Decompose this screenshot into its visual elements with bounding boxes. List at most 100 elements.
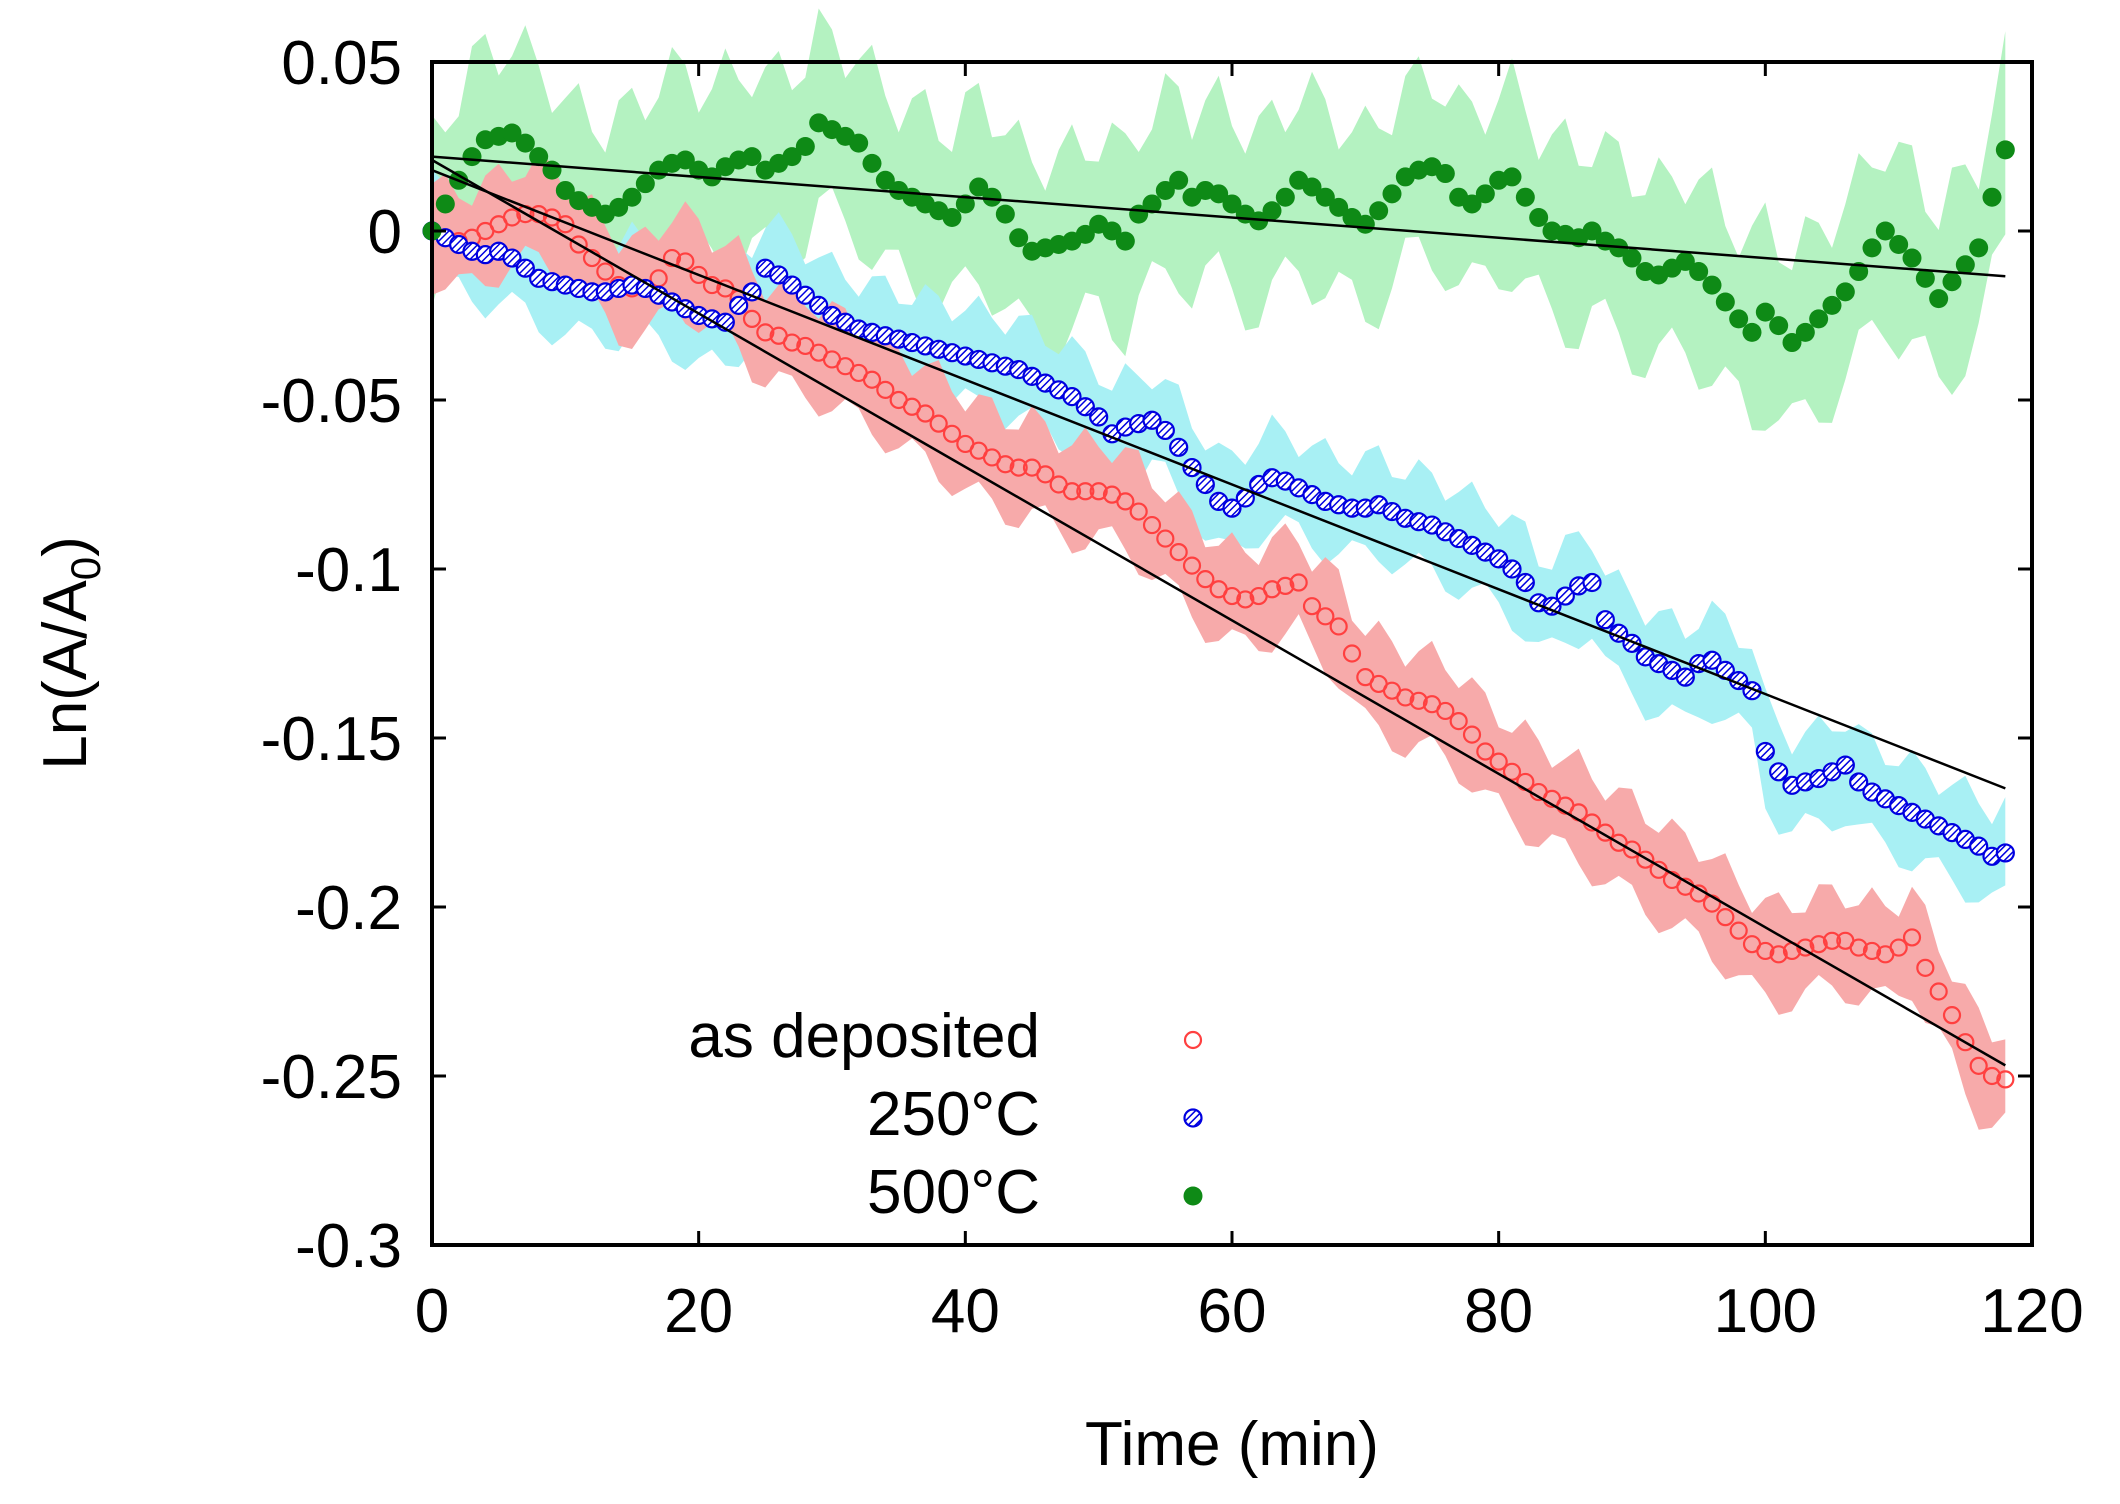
data-point [689,265,708,285]
data-point [702,275,722,295]
data-point [955,194,975,214]
data-point [1969,1056,1988,1075]
y-axis-title: Ln(A/A0) [31,536,109,770]
data-point [435,194,455,214]
x-axis-title: Time (min) [1085,1410,1379,1479]
data-point [1009,228,1029,248]
data-point [1702,650,1722,670]
y-tick-label: 0 [368,198,402,267]
data-point [1262,201,1282,221]
data-point [1222,194,1242,214]
data-point [1995,140,2015,160]
legend-label-as-deposited: as deposited [688,1002,1040,1071]
data-point [1956,1033,1975,1052]
data-point [1555,586,1575,606]
data-point [1769,945,1788,964]
data-point [1156,529,1175,548]
data-point [982,187,1002,207]
data-point [1942,1006,1962,1025]
data-point [502,248,522,268]
data-point [1089,407,1109,427]
data-point [1142,410,1162,430]
data-point [1595,610,1615,630]
data-point [1716,908,1735,927]
data-point [622,187,642,207]
data-point [1316,607,1335,626]
y-tick-label: -0.05 [261,367,402,436]
data-point [1276,576,1295,596]
data-point [609,197,629,217]
data-point [1476,742,1495,761]
data-point [1169,542,1188,562]
data-point [529,147,549,167]
data-point [729,295,749,315]
data-point [1062,482,1082,501]
data-point [1475,184,1495,204]
data-point [1275,187,1295,207]
x-tick-label: 20 [664,1277,733,1346]
y-tick-label: -0.2 [295,874,402,943]
fit-line-as-deposited [431,158,2006,1067]
x-tick-label: 40 [931,1277,1000,1346]
data-point [1076,482,1095,501]
data-point [1889,235,1909,255]
data-point [1502,559,1522,579]
data-point [1795,322,1815,342]
data-point [1942,272,1962,292]
data-point [1396,688,1415,707]
data-point [1915,268,1935,288]
series-250-c [422,221,2015,866]
legend-label-500c: 500°C [867,1158,1040,1227]
data-point [1462,725,1482,744]
fit-lines [431,155,2006,1067]
data-point [1622,840,1642,859]
data-point [1969,238,1989,258]
data-point [1236,590,1255,609]
data-point [795,137,815,156]
data-point [675,150,695,170]
data-point [1209,184,1229,204]
data-point [1622,248,1642,268]
data-point [849,133,869,153]
data-point [1849,772,1869,792]
data-point [1702,275,1722,295]
data-point [1342,644,1362,663]
x-tick-label: 60 [1198,1277,1267,1346]
data-point [1502,167,1522,187]
data-point [1355,214,1375,234]
data-point [515,258,535,278]
data-point [1075,397,1095,417]
data-point [969,177,989,197]
data-point [1329,197,1349,217]
data-point [742,147,762,167]
data-point [1916,958,1935,977]
y-tick-label: -0.25 [261,1043,402,1112]
y-tick-label: -0.15 [261,705,402,774]
data-point [1196,570,1215,589]
data-point [1995,843,2015,863]
legend-marker-as-deposited [1183,1030,1203,1050]
data-point [1329,617,1348,636]
error-band-500-c [432,8,2006,431]
data-point [1036,465,1055,484]
data-point [929,414,948,433]
data-point [1142,515,1162,535]
data-point [1075,224,1095,244]
data-point [1249,211,1269,231]
data-point [1729,921,1748,940]
data-point [1462,194,1482,214]
data-point [1902,928,1922,947]
series-500-c [422,113,2015,353]
data-point [1596,823,1615,842]
legend-marker-250-c [1183,1108,1203,1128]
data-point [1129,502,1148,521]
data-point [809,295,829,315]
data-point [555,180,575,200]
data-point [1675,667,1695,687]
data-point [542,160,562,180]
x-tick-label: 0 [415,1277,449,1346]
data-point [1582,221,1602,241]
fit-line-250-c [431,168,2006,790]
data-point [1315,187,1335,207]
data-point [1689,262,1709,282]
